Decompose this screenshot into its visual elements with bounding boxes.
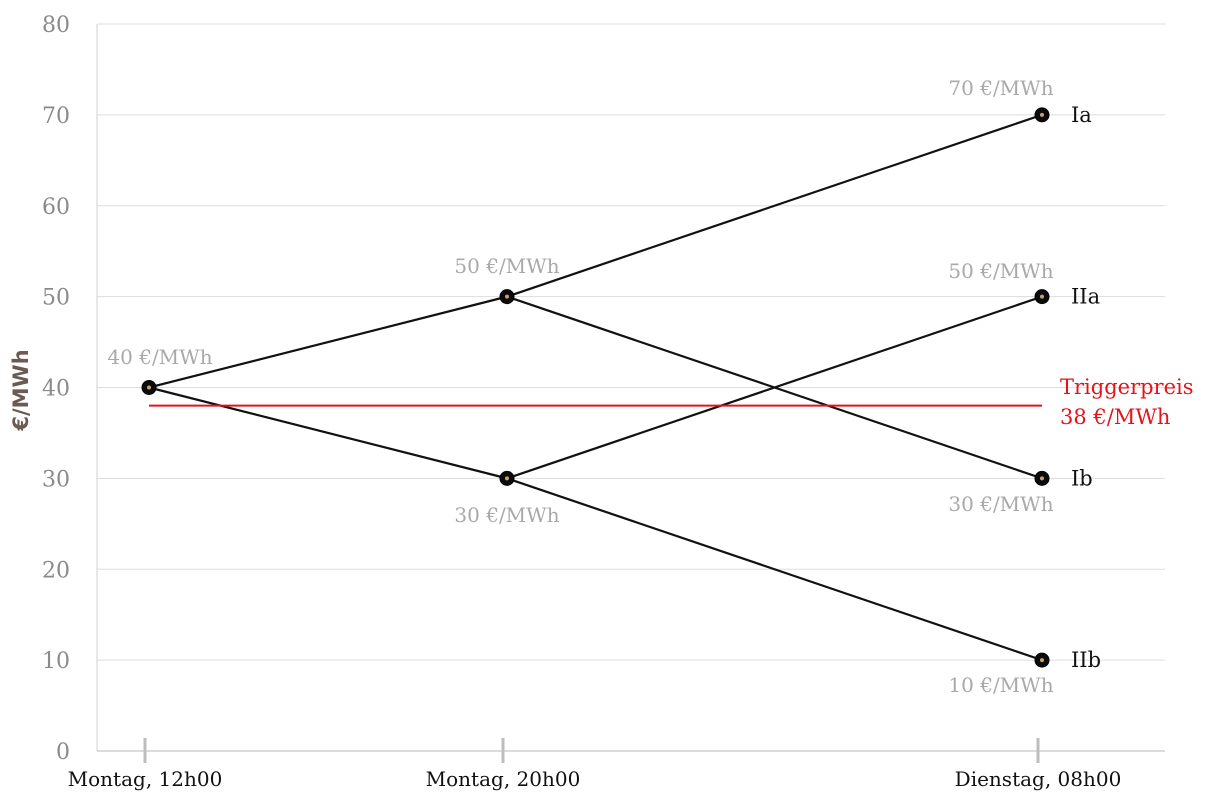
- scenario-tag-IIa: IIa: [1071, 285, 1100, 309]
- edge-n0-n1: [148, 295, 508, 389]
- trigger-label-line1: Triggerpreis: [1060, 375, 1194, 399]
- y-axis-label: €/MWh: [9, 349, 33, 431]
- x-tick-label-0: Montag, 12h00: [68, 767, 223, 791]
- value-label-n4: 30 €/MWh: [948, 492, 1053, 516]
- edge-n2-n5: [506, 295, 1043, 480]
- node-center-n2: [505, 476, 509, 481]
- value-label-n6: 10 €/MWh: [948, 673, 1053, 697]
- y-tick-40: 40: [42, 377, 70, 402]
- value-label-n3: 70 €/MWh: [948, 76, 1053, 100]
- scenario-tag-Ia: Ia: [1071, 103, 1092, 127]
- axes: [96, 24, 1165, 752]
- node-center-n6: [1040, 658, 1044, 663]
- node-center-n4: [1040, 476, 1044, 481]
- node-value-labels: 40 €/MWh 50 €/MWh 30 €/MWh 70 €/MWh 30 €/MWh…: [107, 76, 1053, 697]
- y-tick-labels: 0 10 20 30 40 50 60 70 80: [42, 13, 70, 765]
- node-center-n1: [505, 294, 509, 299]
- value-label-n2: 30 €/MWh: [454, 503, 559, 527]
- tree-edges: [148, 113, 1043, 662]
- scenario-tag-IIb: IIb: [1071, 648, 1101, 672]
- value-label-n5: 50 €/MWh: [948, 259, 1053, 283]
- edge-n2-n6: [506, 477, 1043, 662]
- value-label-n1: 50 €/MWh: [454, 254, 559, 278]
- x-tick-labels: Montag, 12h00 Montag, 20h00 Dienstag, 08h0…: [68, 738, 1122, 791]
- edge-n0-n2: [148, 386, 508, 480]
- scenario-tags: Ia Ib IIa IIb: [1071, 103, 1101, 672]
- y-tick-70: 70: [42, 104, 70, 129]
- value-label-n0: 40 €/MWh: [107, 345, 212, 369]
- x-tick-label-1: Montag, 20h00: [426, 767, 581, 791]
- node-center-n3: [1040, 112, 1044, 117]
- y-tick-30: 30: [42, 467, 70, 492]
- node-center-n5: [1040, 294, 1044, 299]
- y-tick-50: 50: [42, 286, 70, 311]
- y-tick-80: 80: [42, 13, 70, 38]
- trigger-label-line2: 38 €/MWh: [1060, 405, 1170, 429]
- y-tick-20: 20: [42, 558, 70, 583]
- scenario-tag-Ib: Ib: [1071, 466, 1093, 490]
- node-center-n0: [147, 385, 151, 390]
- y-tick-0: 0: [56, 740, 70, 765]
- gridlines: [97, 23, 1165, 661]
- y-tick-10: 10: [42, 649, 70, 674]
- x-tick-label-2: Dienstag, 08h00: [955, 767, 1122, 791]
- tree-nodes: [141, 107, 1050, 668]
- y-tick-60: 60: [42, 195, 70, 220]
- edge-n1-n3: [506, 113, 1043, 298]
